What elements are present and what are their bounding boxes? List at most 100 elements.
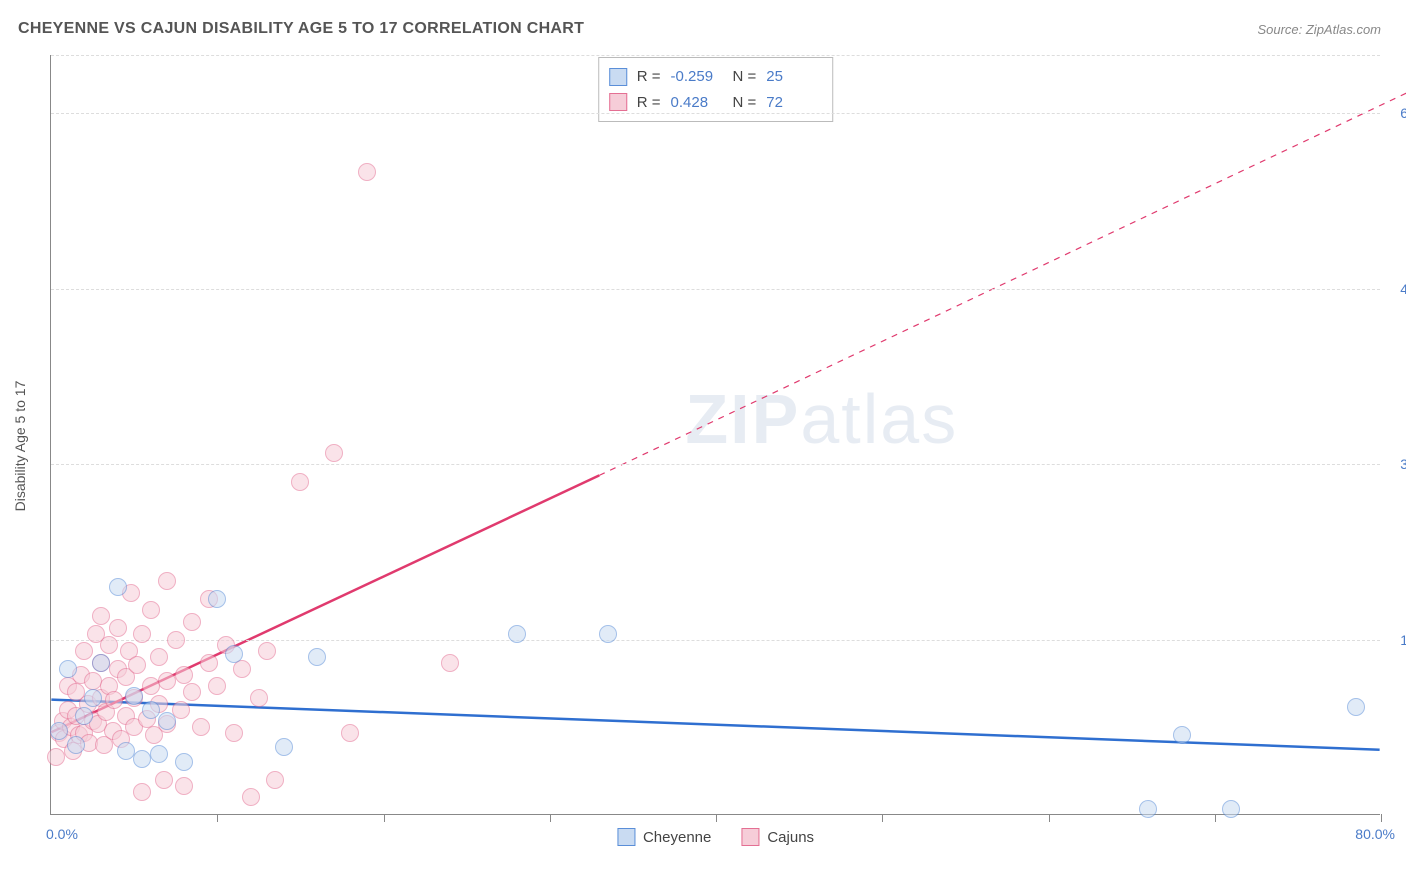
cajuns-point [84,672,102,690]
cajuns-point [183,683,201,701]
cajuns-point [325,444,343,462]
x-tick [550,814,551,822]
gridline [51,289,1380,290]
cheyenne-point [92,654,110,672]
bottom-legend: Cheyenne Cajuns [617,828,814,846]
cajuns-point [291,473,309,491]
x-tick [384,814,385,822]
cajuns-point [175,666,193,684]
stats-N-label: N = [733,64,757,90]
cheyenne-point [75,707,93,725]
cajuns-point [167,631,185,649]
gridline [51,113,1380,114]
legend-item-cheyenne: Cheyenne [617,828,711,846]
cheyenne-R-value: -0.259 [671,64,723,90]
plot-area: ZIPatlas R = -0.259 N = 25 R = 0.428 N =… [50,55,1380,815]
cajuns-point [47,748,65,766]
legend-item-cajuns: Cajuns [741,828,814,846]
cajuns-point [175,777,193,795]
x-tick [1381,814,1382,822]
cheyenne-point [175,753,193,771]
cheyenne-point [125,687,143,705]
chart-container: CHEYENNE VS CAJUN DISABILITY AGE 5 TO 17… [0,0,1406,892]
cheyenne-point [275,738,293,756]
cajuns-point [200,654,218,672]
stats-row-cheyenne: R = -0.259 N = 25 [609,64,819,90]
stats-row-cajuns: R = 0.428 N = 72 [609,90,819,116]
cheyenne-point [208,590,226,608]
y-tick-label: 30.0% [1400,456,1406,472]
cheyenne-point [508,625,526,643]
swatch-cajuns [609,93,627,111]
cheyenne-point [1222,800,1240,818]
x-tick [716,814,717,822]
cajuns-point [233,660,251,678]
cajuns-point [133,625,151,643]
x-tick [1215,814,1216,822]
cheyenne-point [133,750,151,768]
cajuns-point [441,654,459,672]
cajuns-point [142,677,160,695]
gridline [51,464,1380,465]
legend-swatch-cheyenne [617,828,635,846]
trend-line [599,90,1406,475]
cajuns-point [142,601,160,619]
cajuns-point [158,672,176,690]
cajuns-R-value: 0.428 [671,90,723,116]
gridline [51,640,1380,641]
cheyenne-point [1139,800,1157,818]
y-axis-label: Disability Age 5 to 17 [12,381,28,512]
cajuns-point [150,648,168,666]
y-tick-label: 45.0% [1400,281,1406,297]
y-tick-label: 60.0% [1400,105,1406,121]
cajuns-N-value: 72 [766,90,818,116]
cajuns-point [183,613,201,631]
x-axis-max-label: 80.0% [1355,826,1395,842]
cajuns-point [208,677,226,695]
watermark-part1: ZIP [685,380,800,458]
chart-title: CHEYENNE VS CAJUN DISABILITY AGE 5 TO 17… [18,20,584,38]
cajuns-point [266,771,284,789]
cajuns-point [242,788,260,806]
cajuns-point [341,724,359,742]
cajuns-point [128,656,146,674]
cheyenne-point [109,578,127,596]
watermark: ZIPatlas [685,379,958,459]
cajuns-point [258,642,276,660]
cajuns-point [75,642,93,660]
stats-R-label: R = [637,64,661,90]
cheyenne-point [1173,726,1191,744]
cheyenne-point [308,648,326,666]
source-label: Source: ZipAtlas.com [1257,22,1381,37]
stats-legend-box: R = -0.259 N = 25 R = 0.428 N = 72 [598,57,834,122]
x-tick [217,814,218,822]
cajuns-point [250,689,268,707]
legend-label-cajuns: Cajuns [767,829,814,846]
cajuns-point [358,163,376,181]
cheyenne-N-value: 25 [766,64,818,90]
legend-swatch-cajuns [741,828,759,846]
y-tick-label: 15.0% [1400,632,1406,648]
cajuns-point [158,572,176,590]
cajuns-point [109,619,127,637]
cheyenne-point [67,736,85,754]
cajuns-point [225,724,243,742]
watermark-part2: atlas [800,380,958,458]
stats-R-label-2: R = [637,90,661,116]
cheyenne-point [59,660,77,678]
swatch-cheyenne [609,68,627,86]
cajuns-point [133,783,151,801]
cajuns-point [155,771,173,789]
cheyenne-point [225,645,243,663]
cheyenne-point [84,689,102,707]
x-tick [1049,814,1050,822]
cheyenne-point [142,701,160,719]
cheyenne-point [150,745,168,763]
cajuns-point [100,636,118,654]
cajuns-point [92,607,110,625]
cheyenne-point [599,625,617,643]
cheyenne-point [158,712,176,730]
cheyenne-point [1347,698,1365,716]
cheyenne-point [50,722,68,740]
x-tick [882,814,883,822]
